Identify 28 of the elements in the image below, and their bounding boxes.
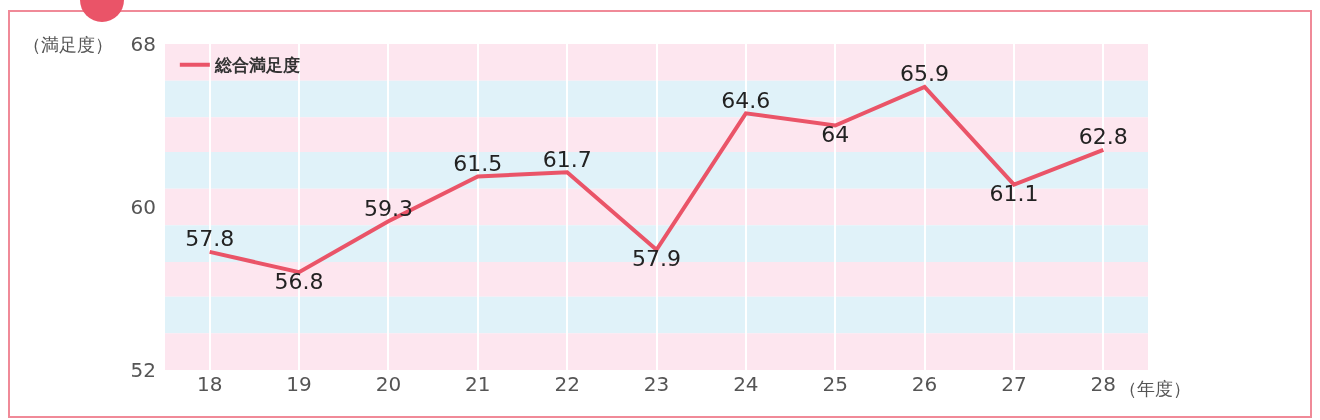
y-tick-label: 68 bbox=[130, 32, 156, 56]
x-tick-label: 28 bbox=[1090, 372, 1117, 396]
x-tick-label: 27 bbox=[1001, 372, 1027, 396]
y-tick-label: 60 bbox=[130, 195, 156, 219]
data-label: 56.8 bbox=[274, 268, 324, 294]
data-label: 65.9 bbox=[900, 61, 950, 87]
data-label: 64 bbox=[821, 122, 850, 147]
data-label: 62.8 bbox=[1078, 124, 1128, 150]
data-label: 57.8 bbox=[185, 226, 235, 252]
data-label: 61.1 bbox=[989, 181, 1039, 207]
data-label: 59.3 bbox=[363, 195, 413, 221]
data-label: 64.6 bbox=[721, 87, 771, 113]
x-tick-label: 23 bbox=[643, 372, 670, 396]
x-tick-label: 24 bbox=[733, 372, 759, 396]
data-label: 61.5 bbox=[453, 150, 503, 176]
x-tick-label: 20 bbox=[375, 372, 402, 396]
data-label: 57.9 bbox=[632, 246, 681, 272]
x-axis-title: （年度） bbox=[1119, 378, 1191, 399]
data-label: 61.7 bbox=[542, 146, 592, 172]
x-tick-label: 18 bbox=[196, 372, 223, 396]
x-tick-label: 26 bbox=[911, 372, 938, 396]
x-tick-label: 19 bbox=[286, 372, 312, 396]
x-tick-label: 22 bbox=[554, 372, 580, 396]
y-axis-title: （満足度） bbox=[23, 34, 113, 55]
legend-label: 総合満足度 bbox=[213, 55, 300, 76]
x-tick-label: 21 bbox=[465, 372, 491, 396]
y-tick-label: 52 bbox=[130, 358, 156, 382]
x-tick-label: 25 bbox=[822, 372, 848, 396]
